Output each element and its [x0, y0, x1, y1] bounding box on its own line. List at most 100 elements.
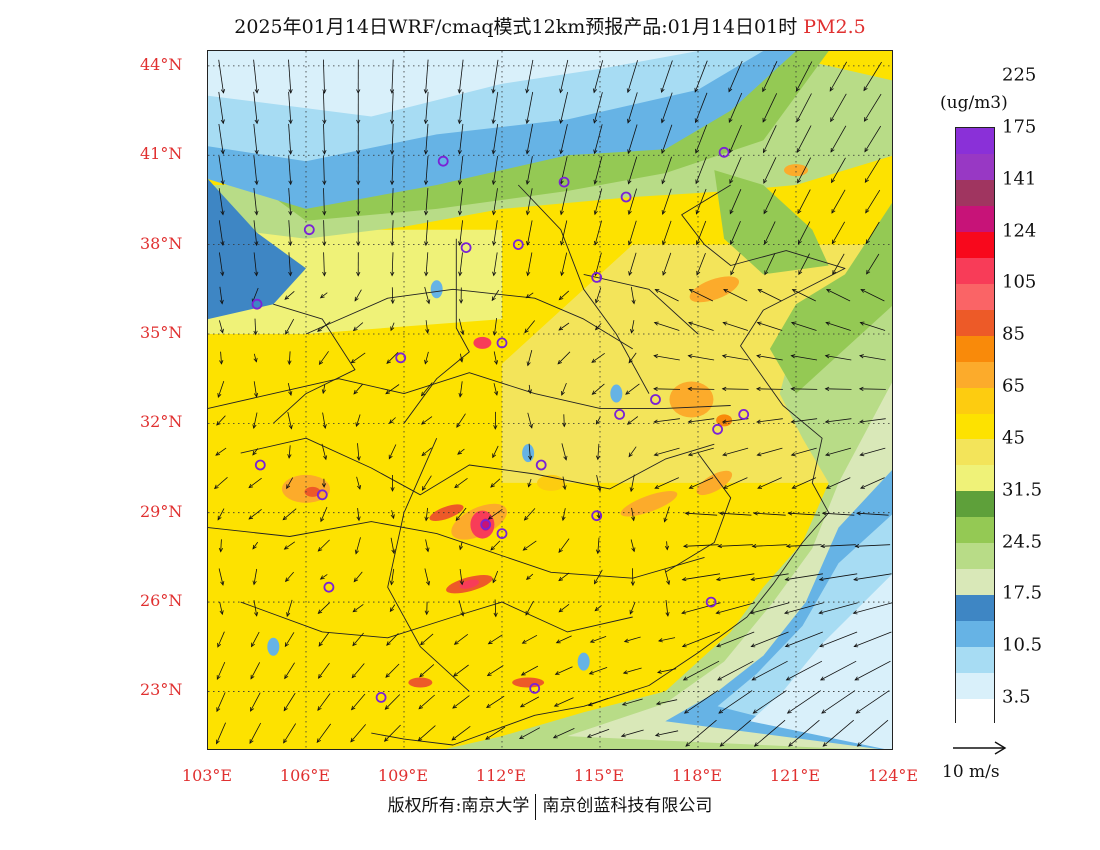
- wind-vector: [559, 124, 568, 155]
- wind-vector: [218, 220, 225, 246]
- wind-vector: [216, 661, 226, 680]
- wind-vector: [752, 690, 787, 714]
- wind-vector: [253, 600, 259, 617]
- wind-vector: [253, 123, 259, 155]
- wind-vector: [863, 93, 882, 122]
- wind-vector: [526, 349, 533, 367]
- wind-vector: [457, 188, 464, 216]
- wind-vector: [216, 415, 226, 426]
- lon-label: 112°E: [475, 766, 527, 785]
- wind-vector: [424, 252, 429, 277]
- wind-vector: [390, 123, 395, 155]
- wind-vector: [630, 320, 635, 334]
- wind-vector: [421, 447, 432, 457]
- east-coast-green: [769, 202, 892, 394]
- wind-vector: [750, 573, 789, 582]
- wind-vector: [218, 188, 225, 216]
- wind-vector: [318, 632, 330, 647]
- colorbar-segment: [956, 335, 994, 362]
- city-marker: [535, 459, 547, 471]
- lat-label: 35°N: [140, 322, 183, 342]
- hot-zhejiang: [696, 470, 733, 496]
- wind-vector: [253, 381, 259, 398]
- wind-vector: [253, 155, 259, 186]
- wind-vector: [284, 290, 295, 300]
- wind-vector: [424, 286, 431, 305]
- border-9: [583, 273, 699, 335]
- wind-vector: [457, 59, 464, 94]
- wind-vector: [490, 540, 501, 551]
- concentration-fill: [208, 51, 892, 749]
- wind-vector: [661, 124, 673, 154]
- wind-vector: [252, 448, 259, 456]
- colorbar-segment: [956, 490, 994, 518]
- wind-vector: [661, 188, 672, 215]
- lon-label: 106°E: [279, 766, 331, 785]
- wind-vector: [322, 252, 327, 277]
- wind-vector: [553, 697, 574, 707]
- wind-vector: [356, 508, 361, 522]
- wind-vector: [558, 290, 570, 301]
- wind-vector: [763, 125, 777, 154]
- wind-vector: [383, 724, 401, 742]
- colorbar-segment: [956, 231, 994, 259]
- wind-vector: [423, 59, 429, 94]
- wind-vector: [390, 287, 395, 305]
- wind-vector: [596, 475, 602, 492]
- wind-vector: [593, 92, 603, 124]
- lake-0: [577, 652, 590, 671]
- wind-vector: [852, 602, 892, 615]
- border-7: [517, 184, 650, 394]
- wind-vector: [525, 600, 534, 616]
- wind-vector: [492, 220, 498, 246]
- wind-vector: [485, 726, 506, 740]
- wind-vector: [716, 631, 755, 648]
- wind-vector: [863, 61, 882, 92]
- wind-vector: [217, 380, 225, 398]
- wind-vector: [525, 124, 533, 155]
- wind-vector: [423, 155, 429, 186]
- wind-vector: [389, 568, 395, 586]
- wind-vector: [525, 91, 534, 125]
- wind-vector: [283, 541, 296, 550]
- province-borders: [208, 184, 846, 746]
- city-marker: [738, 408, 750, 420]
- hot-jiangxi: [620, 491, 678, 517]
- colorbar-label: 31.5: [1002, 479, 1043, 501]
- wind-vector: [321, 384, 326, 395]
- wind-vector: [753, 719, 786, 747]
- wind-vector: [285, 318, 295, 335]
- wind-vector: [831, 189, 846, 214]
- colorbar-segment: [956, 646, 994, 673]
- wind-vector: [818, 602, 858, 615]
- wind-vector: [390, 188, 395, 216]
- wind-vector: [317, 321, 331, 332]
- wind-vector: [253, 188, 259, 216]
- wind-vector: [660, 92, 673, 124]
- west-blue: [208, 179, 306, 320]
- colorbar-segment: [956, 568, 994, 595]
- hot-liaoning: [784, 164, 808, 177]
- wind-vector: [288, 91, 293, 125]
- wind-vector: [250, 692, 261, 712]
- border-0: [371, 184, 846, 746]
- wind-vector: [288, 59, 293, 94]
- wind-vector: [662, 220, 672, 246]
- wind-vector: [856, 511, 889, 516]
- city-marker: [591, 510, 603, 522]
- border-10: [272, 303, 356, 424]
- wind-vector: [493, 351, 499, 366]
- city-markers: [251, 146, 750, 703]
- wind-vector: [219, 286, 224, 305]
- wind-vector: [282, 508, 297, 521]
- colorbar-segment: [956, 283, 994, 310]
- wind-vector: [830, 93, 847, 123]
- wind-vector: [524, 320, 536, 334]
- wind-vector: [356, 476, 362, 490]
- colorbar-segment: [956, 387, 994, 414]
- wind-vector: [354, 289, 362, 302]
- wind-vector: [832, 253, 845, 275]
- wind-vector: [718, 511, 752, 516]
- wind-vector: [663, 506, 670, 523]
- wind-vector: [527, 384, 532, 395]
